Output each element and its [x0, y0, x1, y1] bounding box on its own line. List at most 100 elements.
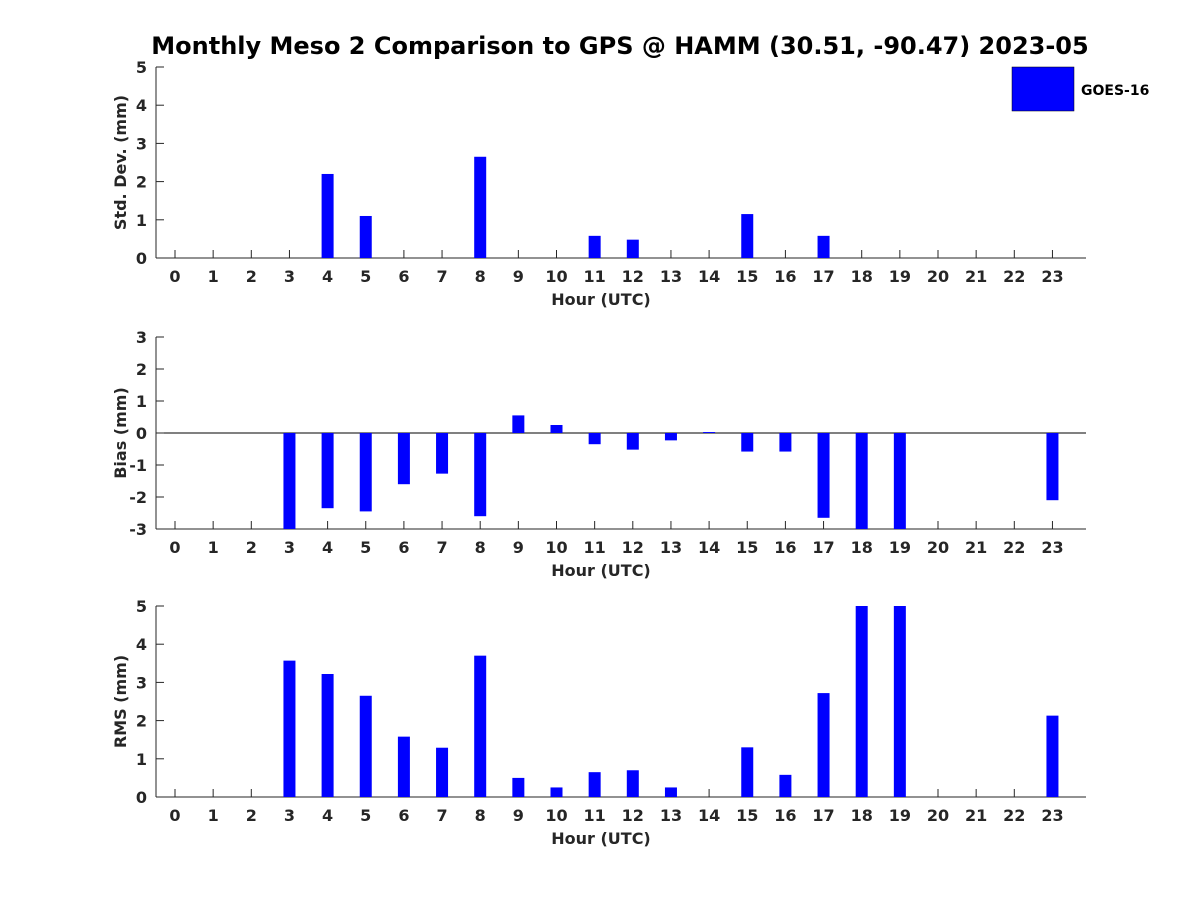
x-tick-label: 18 — [851, 806, 873, 825]
x-tick-label: 17 — [812, 538, 834, 557]
x-tick-label: 16 — [774, 806, 796, 825]
x-tick-label: 2 — [246, 267, 257, 286]
bar-hour-12 — [626, 770, 639, 797]
x-tick-label: 1 — [208, 538, 219, 557]
y-tick-label: 3 — [136, 328, 147, 347]
bar-hour-6 — [397, 736, 410, 797]
x-tick-label: 9 — [513, 538, 524, 557]
bar-hour-6 — [397, 433, 410, 485]
x-tick-label: 0 — [169, 806, 180, 825]
bar-hour-12 — [626, 433, 639, 450]
bar-hour-12 — [626, 239, 639, 258]
x-tick-label: 1 — [208, 806, 219, 825]
bar-hour-7 — [436, 747, 449, 797]
x-tick-label: 14 — [698, 806, 720, 825]
x-tick-label: 11 — [584, 806, 606, 825]
x-tick-label: 13 — [660, 267, 682, 286]
bar-hour-9 — [512, 415, 525, 433]
x-tick-label: 23 — [1041, 267, 1063, 286]
x-tick-label: 17 — [812, 267, 834, 286]
x-tick-label: 18 — [851, 267, 873, 286]
bar-hour-4 — [321, 433, 334, 509]
x-tick-label: 3 — [284, 267, 295, 286]
bar-hour-4 — [321, 173, 334, 258]
bar-hour-14 — [703, 432, 716, 433]
y-tick-label: 1 — [136, 750, 147, 769]
y-axis-label: Std. Dev. (mm) — [111, 95, 130, 230]
x-tick-label: 0 — [169, 267, 180, 286]
x-tick-label: 20 — [927, 538, 949, 557]
y-tick-label: 3 — [136, 134, 147, 153]
x-tick-label: 19 — [889, 538, 911, 557]
x-tick-label: 2 — [246, 806, 257, 825]
x-tick-label: 6 — [398, 267, 409, 286]
x-tick-label: 20 — [927, 267, 949, 286]
x-axis-label: Hour (UTC) — [551, 829, 651, 848]
x-tick-label: 1 — [208, 267, 219, 286]
bar-hour-19 — [893, 606, 906, 797]
bar-hour-13 — [664, 433, 677, 441]
x-tick-label: 22 — [1003, 806, 1025, 825]
x-tick-label: 7 — [436, 538, 447, 557]
y-tick-label: 3 — [136, 673, 147, 692]
bar-hour-5 — [359, 215, 372, 258]
y-tick-label: -2 — [129, 488, 147, 507]
bar-hour-11 — [588, 235, 601, 258]
x-tick-label: 0 — [169, 538, 180, 557]
y-tick-label: 4 — [136, 635, 147, 654]
bar-hour-15 — [741, 214, 754, 258]
bar-hour-17 — [817, 235, 830, 258]
x-tick-label: 23 — [1041, 538, 1063, 557]
x-tick-label: 8 — [475, 267, 486, 286]
bar-hour-10 — [550, 787, 563, 797]
y-tick-label: -1 — [129, 456, 147, 475]
bar-hour-16 — [779, 433, 792, 452]
bar-hour-19 — [893, 433, 906, 529]
bar-hour-7 — [436, 433, 449, 474]
x-tick-label: 7 — [436, 806, 447, 825]
x-tick-label: 22 — [1003, 267, 1025, 286]
chart-title: Monthly Meso 2 Comparison to GPS @ HAMM … — [151, 32, 1088, 60]
x-tick-label: 15 — [736, 806, 758, 825]
x-tick-label: 2 — [246, 538, 257, 557]
bar-hour-18 — [855, 606, 868, 797]
x-tick-label: 17 — [812, 806, 834, 825]
x-tick-label: 22 — [1003, 538, 1025, 557]
y-tick-label: 5 — [136, 597, 147, 616]
y-tick-label: 1 — [136, 211, 147, 230]
bar-hour-17 — [817, 693, 830, 797]
x-tick-label: 15 — [736, 267, 758, 286]
x-tick-label: 6 — [398, 538, 409, 557]
x-tick-label: 10 — [545, 267, 567, 286]
x-tick-label: 20 — [927, 806, 949, 825]
x-tick-label: 10 — [545, 538, 567, 557]
y-tick-label: 2 — [136, 173, 147, 192]
bar-hour-3 — [283, 660, 296, 797]
x-tick-label: 10 — [545, 806, 567, 825]
legend: GOES-16 — [1011, 66, 1149, 112]
x-tick-label: 4 — [322, 267, 333, 286]
y-tick-label: 5 — [136, 58, 147, 77]
bar-hour-8 — [474, 655, 487, 797]
x-axis-label: Hour (UTC) — [551, 290, 651, 309]
legend-swatch — [1011, 66, 1075, 112]
x-tick-label: 21 — [965, 538, 987, 557]
bar-hour-4 — [321, 673, 334, 797]
y-tick-label: 0 — [136, 788, 147, 807]
bar-hour-5 — [359, 695, 372, 797]
x-tick-label: 21 — [965, 267, 987, 286]
bar-hour-16 — [779, 774, 792, 797]
x-tick-label: 13 — [660, 806, 682, 825]
x-tick-label: 14 — [698, 538, 720, 557]
x-tick-label: 12 — [622, 806, 644, 825]
bar-hour-13 — [664, 787, 677, 797]
bar-hour-23 — [1046, 433, 1059, 501]
x-tick-label: 8 — [475, 538, 486, 557]
y-tick-label: 2 — [136, 360, 147, 379]
bar-hour-15 — [741, 747, 754, 797]
y-tick-label: 0 — [136, 424, 147, 443]
